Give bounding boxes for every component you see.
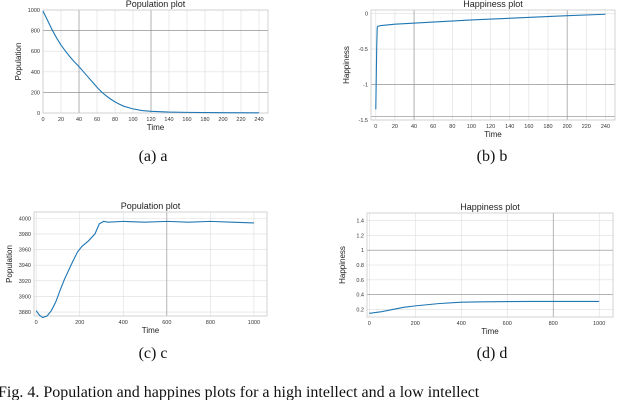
x-tick-label: 80	[112, 117, 118, 123]
x-tick-label: 60	[94, 117, 100, 123]
series-line	[375, 13, 606, 110]
chart-title: Happiness plot	[460, 202, 520, 212]
panel-a: 0 20 40 60 80 100 120 140 160 180 200 220 240 0 200 400…	[14, 0, 269, 165]
x-tick-label: 160	[524, 124, 533, 130]
x-tick-label: 1000	[593, 321, 605, 327]
x-tick-label: 220	[582, 124, 591, 130]
x-tick-label: 200	[563, 124, 572, 130]
x-tick-label: 240	[254, 117, 263, 123]
x-axis-label: Time	[142, 326, 160, 335]
x-tick-label: 20	[58, 117, 64, 123]
x-tick-label: 1000	[248, 320, 260, 326]
subfigure-caption: (d) d	[477, 345, 508, 362]
y-tick-label: 1000	[28, 8, 40, 14]
x-tick-label: 180	[543, 124, 552, 130]
y-tick-label: -1	[363, 83, 368, 89]
y-tick-label: 1.4	[356, 218, 364, 224]
series-line	[42, 10, 260, 114]
x-tick-label: 200	[411, 321, 420, 327]
y-tick-label: 400	[31, 70, 40, 76]
y-tick-label: 0	[365, 12, 368, 18]
y-tick-label: -1.5	[359, 118, 368, 124]
x-axis-label: Time	[481, 327, 499, 336]
y-tick-label: 800	[31, 29, 40, 35]
panel-c: 0 200 400 600 800 1000 3880 3900 3920 3940 3960 398…	[5, 201, 268, 362]
x-tick-label: 140	[164, 117, 173, 123]
x-tick-label: 0	[374, 124, 377, 130]
y-tick-label: 1.2	[356, 233, 364, 239]
x-tick-label: 100	[128, 117, 137, 123]
subfigure-caption: (c) c	[139, 345, 168, 362]
y-tick-label: 3900	[19, 294, 31, 300]
x-tick-label: 40	[411, 124, 417, 130]
x-tick-label: 600	[162, 320, 171, 326]
chart-title: Population plot	[126, 0, 186, 9]
subfigure-caption: (b) b	[477, 148, 508, 165]
plot-frame	[42, 9, 269, 114]
x-tick-label: 800	[206, 320, 215, 326]
x-tick-label: 200	[75, 320, 84, 326]
x-tick-label: 400	[457, 321, 466, 327]
y-tick-label: 3960	[19, 248, 31, 254]
y-axis-label: Happiness	[338, 246, 347, 284]
x-tick-label: 80	[449, 124, 455, 130]
y-tick-label: 200	[31, 90, 40, 96]
series-line	[369, 300, 600, 314]
x-tick-label: 0	[35, 320, 38, 326]
y-tick-label: 3980	[19, 232, 31, 238]
x-tick-label: 100	[467, 124, 476, 130]
x-tick-label: 600	[503, 321, 512, 327]
series-line	[35, 220, 254, 319]
panel-d: 0 200 400 600 800 1000 0.2 0.4 0.6 0.8 1 1.2 1.4 Happ…	[338, 202, 614, 362]
y-tick-label: 4000	[19, 216, 31, 222]
x-tick-label: 240	[601, 124, 610, 130]
x-tick-label: 0	[368, 321, 371, 327]
x-tick-label: 140	[505, 124, 514, 130]
y-tick-label: 0.4	[356, 293, 364, 299]
y-tick-label: 0	[37, 111, 40, 117]
x-tick-label: 400	[119, 320, 128, 326]
x-tick-label: 20	[392, 124, 398, 130]
y-tick-label: 0.8	[356, 263, 364, 269]
x-tick-label: 200	[218, 117, 227, 123]
x-tick-label: 220	[236, 117, 245, 123]
y-tick-label: 1	[361, 248, 364, 254]
y-tick-label: -0.5	[359, 47, 368, 53]
subfigure-caption: (a) a	[139, 148, 168, 165]
y-tick-label: 600	[31, 49, 40, 55]
plot-frame	[33, 211, 268, 317]
chart-title: Population plot	[121, 201, 181, 211]
figure-caption: Fig. 4. Population and happines plots fo…	[0, 384, 480, 400]
x-tick-label: 40	[76, 117, 82, 123]
x-tick-label: 120	[146, 117, 155, 123]
panel-b: 0 20 40 60 80 100 120 140 160 180 200 220 240 -1.5 -1 -…	[342, 0, 616, 165]
plot-frame	[370, 9, 616, 121]
y-tick-label: 3940	[19, 263, 31, 269]
chart-title: Happiness plot	[463, 0, 523, 9]
x-tick-label: 180	[200, 117, 209, 123]
y-axis-label: Population	[5, 245, 14, 283]
x-axis-label: Time	[484, 130, 502, 139]
x-tick-label: 160	[182, 117, 191, 123]
x-tick-label: 60	[430, 124, 436, 130]
y-tick-label: 3880	[19, 310, 31, 316]
y-axis-label: Happiness	[342, 46, 351, 84]
y-axis-label: Population	[14, 43, 23, 81]
y-tick-label: 0.6	[356, 278, 364, 284]
plot-frame	[366, 212, 614, 318]
x-tick-label: 800	[549, 321, 558, 327]
x-tick-label: 120	[486, 124, 495, 130]
x-axis-label: Time	[147, 123, 165, 132]
y-tick-label: 0.2	[356, 308, 364, 314]
y-tick-label: 3920	[19, 279, 31, 285]
x-tick-label: 0	[41, 117, 44, 123]
